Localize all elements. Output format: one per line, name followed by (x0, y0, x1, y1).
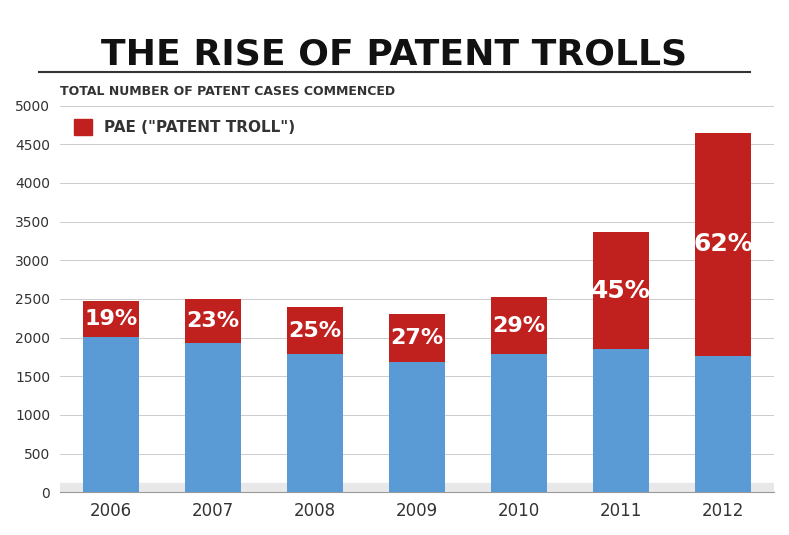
Text: 25%: 25% (288, 320, 342, 341)
Bar (491, 354, 547, 492)
Bar (287, 308, 343, 354)
Text: TOTAL NUMBER OF PATENT CASES COMMENCED: TOTAL NUMBER OF PATENT CASES COMMENCED (60, 85, 395, 97)
Bar (695, 133, 751, 356)
Bar (695, 356, 751, 492)
Bar (83, 338, 139, 492)
Text: 45%: 45% (591, 279, 651, 303)
Bar (83, 301, 139, 338)
Bar (593, 233, 649, 349)
Text: THE RISE OF PATENT TROLLS: THE RISE OF PATENT TROLLS (102, 37, 687, 72)
Text: 19%: 19% (84, 309, 137, 330)
Bar (185, 343, 241, 492)
Legend: PAE ("PATENT TROLL"): PAE ("PATENT TROLL") (68, 113, 301, 142)
Bar (389, 314, 445, 362)
Text: 23%: 23% (186, 311, 239, 331)
Bar (287, 354, 343, 492)
Bar (389, 362, 445, 492)
Text: 62%: 62% (693, 232, 753, 256)
Text: 29%: 29% (492, 316, 545, 335)
Bar (491, 297, 547, 354)
Text: 27%: 27% (391, 328, 443, 348)
Bar (185, 299, 241, 343)
Bar (60, 483, 774, 492)
Bar (593, 349, 649, 492)
